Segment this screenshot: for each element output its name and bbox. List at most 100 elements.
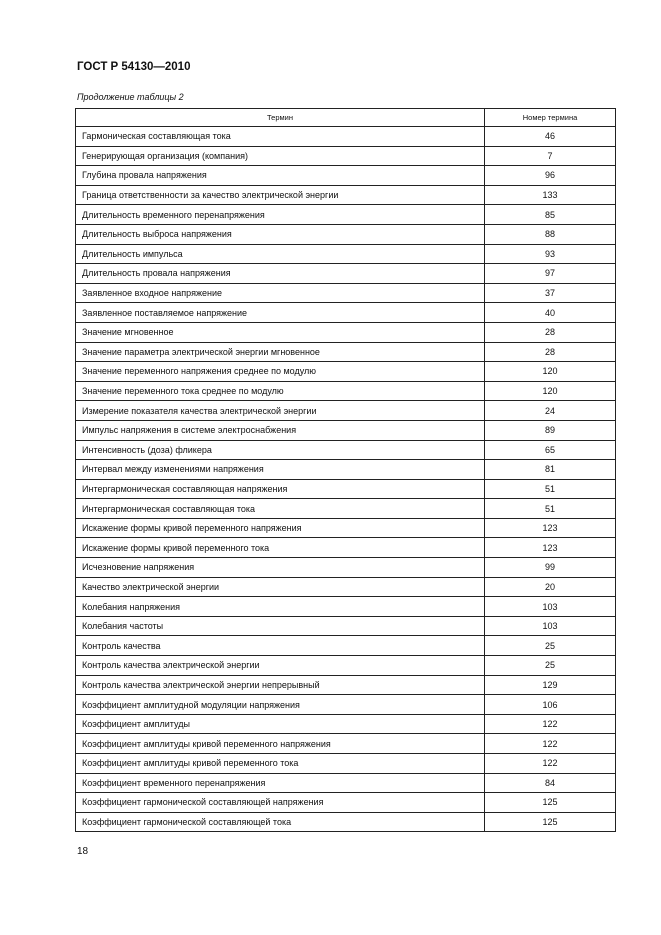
- term-number-cell: 122: [484, 753, 616, 774]
- term-number-cell: 88: [484, 223, 616, 245]
- term-cell: Заявленное поставляемое напряжение: [75, 302, 485, 323]
- term-number-cell: 84: [484, 772, 616, 794]
- term-cell: Значение мгновенное: [75, 321, 485, 343]
- terms-table: Термин Номер термина Гармоническая соста…: [75, 108, 616, 833]
- term-number-cell: 129: [484, 674, 616, 696]
- table-row: Коэффициент амплитуды кривой переменного…: [75, 753, 616, 774]
- table-row: Интергармоническая составляющая тока 51: [75, 498, 616, 519]
- term-cell: Коэффициент гармонической составляющей т…: [75, 811, 485, 833]
- term-number-cell: 51: [484, 478, 616, 500]
- term-number-cell: 25: [484, 655, 616, 676]
- table-row: Контроль качества 25: [75, 635, 616, 657]
- term-cell: Контроль качества электрической энергии …: [75, 674, 485, 696]
- term-cell: Измерение показателя качества электричес…: [75, 400, 485, 421]
- term-number-cell: 20: [484, 576, 616, 598]
- term-number-cell: 25: [484, 635, 616, 657]
- term-cell: Длительность временного перенапряжения: [75, 204, 485, 225]
- term-cell: Коэффициент гармонической составляющей н…: [75, 792, 485, 813]
- term-cell: Искажение формы кривой переменного напря…: [75, 517, 485, 539]
- table-row: Коэффициент амплитуды 122: [75, 713, 616, 735]
- table-row: Генерирующая организация (компания) 7: [75, 145, 616, 167]
- column-header-term: Термин: [75, 108, 485, 127]
- table-row: Гармоническая составляющая тока 46: [75, 126, 616, 147]
- term-cell: Гармоническая составляющая тока: [75, 126, 485, 147]
- table-row: Контроль качества электрической энергии …: [75, 674, 616, 696]
- table-row: Значение переменного напряжения среднее …: [75, 361, 616, 382]
- term-cell: Импульс напряжения в системе электроснаб…: [75, 419, 485, 441]
- term-cell: Исчезновение напряжения: [75, 557, 485, 578]
- term-cell: Генерирующая организация (компания): [75, 145, 485, 167]
- term-cell: Колебания напряжения: [75, 596, 485, 617]
- term-number-cell: 103: [484, 596, 616, 617]
- term-cell: Длительность провала напряжения: [75, 263, 485, 284]
- term-cell: Заявленное входное напряжение: [75, 282, 485, 304]
- term-number-cell: 46: [484, 126, 616, 147]
- term-number-cell: 7: [484, 145, 616, 167]
- table-row: Коэффициент гармонической составляющей н…: [75, 792, 616, 813]
- table-row: Измерение показателя качества электричес…: [75, 400, 616, 421]
- term-number-cell: 37: [484, 282, 616, 304]
- term-number-cell: 81: [484, 459, 616, 480]
- term-number-cell: 106: [484, 694, 616, 715]
- term-number-cell: 85: [484, 204, 616, 225]
- term-number-cell: 123: [484, 537, 616, 559]
- table-row: Длительность временного перенапряжения 85: [75, 204, 616, 225]
- term-cell: Интервал между изменениями напряжения: [75, 459, 485, 480]
- term-cell: Коэффициент амплитуды кривой переменного…: [75, 733, 485, 754]
- term-cell: Коэффициент амплитуды кривой переменного…: [75, 753, 485, 774]
- term-cell: Колебания частоты: [75, 615, 485, 637]
- table-row: Коэффициент амплитуды кривой переменного…: [75, 733, 616, 754]
- table-row: Коэффициент амплитудной модуляции напряж…: [75, 694, 616, 715]
- term-number-cell: 51: [484, 498, 616, 519]
- term-number-cell: 123: [484, 517, 616, 539]
- term-cell: Контроль качества электрической энергии: [75, 655, 485, 676]
- column-header-number: Номер термина: [484, 108, 616, 127]
- term-number-cell: 89: [484, 419, 616, 441]
- term-number-cell: 40: [484, 302, 616, 323]
- table-row: Глубина провала напряжения 96: [75, 165, 616, 186]
- term-cell: Интергармоническая составляющая тока: [75, 498, 485, 519]
- term-cell: Значение параметра электрической энергии…: [75, 341, 485, 363]
- term-cell: Коэффициент амплитуды: [75, 713, 485, 735]
- term-number-cell: 125: [484, 792, 616, 813]
- table-row: Качество электрической энергии 20: [75, 576, 616, 598]
- term-cell: Искажение формы кривой переменного тока: [75, 537, 485, 559]
- term-number-cell: 96: [484, 165, 616, 186]
- term-number-cell: 28: [484, 341, 616, 363]
- term-cell: Коэффициент временного перенапряжения: [75, 772, 485, 794]
- term-cell: Длительность выброса напряжения: [75, 223, 485, 245]
- term-number-cell: 120: [484, 361, 616, 382]
- term-number-cell: 133: [484, 184, 616, 206]
- table-row: Граница ответственности за качество элек…: [75, 184, 616, 206]
- table-row: Длительность импульса 93: [75, 243, 616, 265]
- document-title: ГОСТ Р 54130—2010: [77, 61, 191, 73]
- table-row: Интервал между изменениями напряжения 81: [75, 459, 616, 480]
- table-caption: Продолжение таблицы 2: [77, 92, 184, 102]
- term-cell: Контроль качества: [75, 635, 485, 657]
- term-number-cell: 122: [484, 733, 616, 754]
- term-cell: Граница ответственности за качество элек…: [75, 184, 485, 206]
- table-row: Коэффициент временного перенапряжения 84: [75, 772, 616, 794]
- table-row: Контроль качества электрической энергии 2…: [75, 655, 616, 676]
- term-cell: Качество электрической энергии: [75, 576, 485, 598]
- term-cell: Интергармоническая составляющая напряжен…: [75, 478, 485, 500]
- table-row: Импульс напряжения в системе электроснаб…: [75, 419, 616, 441]
- term-cell: Длительность импульса: [75, 243, 485, 265]
- term-cell: Интенсивность (доза) фликера: [75, 439, 485, 461]
- table-row: Длительность выброса напряжения 88: [75, 223, 616, 245]
- table-row: Исчезновение напряжения 99: [75, 557, 616, 578]
- table-row: Значение мгновенное 28: [75, 321, 616, 343]
- table-row: Интенсивность (доза) фликера 65: [75, 439, 616, 461]
- table-row: Колебания напряжения 103: [75, 596, 616, 617]
- term-number-cell: 65: [484, 439, 616, 461]
- table-row: Заявленное входное напряжение 37: [75, 282, 616, 304]
- term-number-cell: 24: [484, 400, 616, 421]
- term-number-cell: 99: [484, 557, 616, 578]
- table-row: Интергармоническая составляющая напряжен…: [75, 478, 616, 500]
- table-row: Искажение формы кривой переменного тока 1…: [75, 537, 616, 559]
- table-row: Искажение формы кривой переменного напря…: [75, 517, 616, 539]
- term-number-cell: 125: [484, 811, 616, 833]
- term-number-cell: 97: [484, 263, 616, 284]
- term-number-cell: 120: [484, 380, 616, 402]
- term-cell: Коэффициент амплитудной модуляции напряж…: [75, 694, 485, 715]
